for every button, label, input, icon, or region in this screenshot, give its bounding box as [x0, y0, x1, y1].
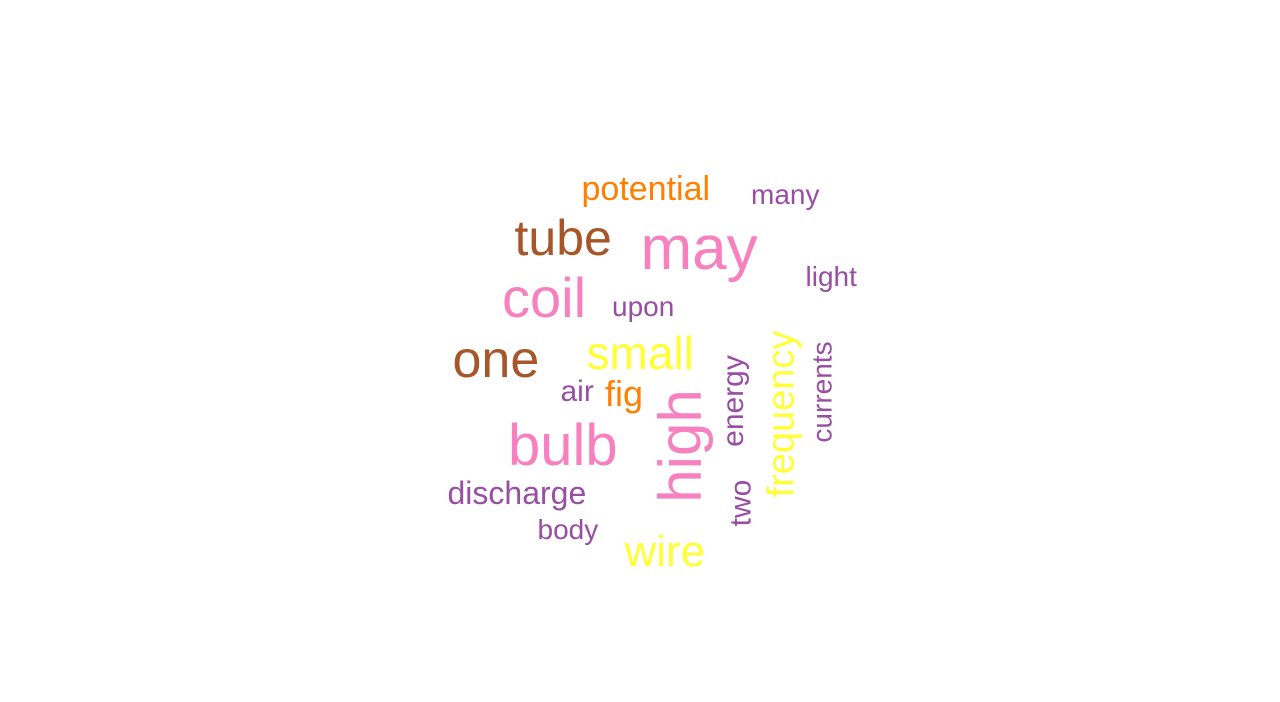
word-fig: fig: [605, 373, 644, 414]
word-small: small: [586, 327, 694, 379]
word-bulb: bulb: [508, 413, 618, 478]
word-discharge: discharge: [447, 475, 587, 511]
word-may: may: [640, 214, 758, 283]
word-high: high: [646, 389, 714, 503]
word-upon: upon: [612, 291, 675, 322]
word-coil: coil: [502, 266, 587, 329]
word-potential: potential: [581, 170, 711, 208]
word-tube: tube: [514, 210, 612, 266]
word-currents: currents: [806, 341, 838, 443]
word-two: two: [723, 479, 757, 527]
word-wire: wire: [624, 527, 706, 576]
word-body: body: [537, 514, 599, 545]
word-energy: energy: [716, 355, 750, 447]
word-one: one: [452, 331, 540, 389]
word-air: air: [560, 375, 594, 408]
word-light: light: [805, 261, 857, 292]
word-many: many: [751, 179, 820, 210]
word-frequency: frequency: [759, 330, 802, 498]
